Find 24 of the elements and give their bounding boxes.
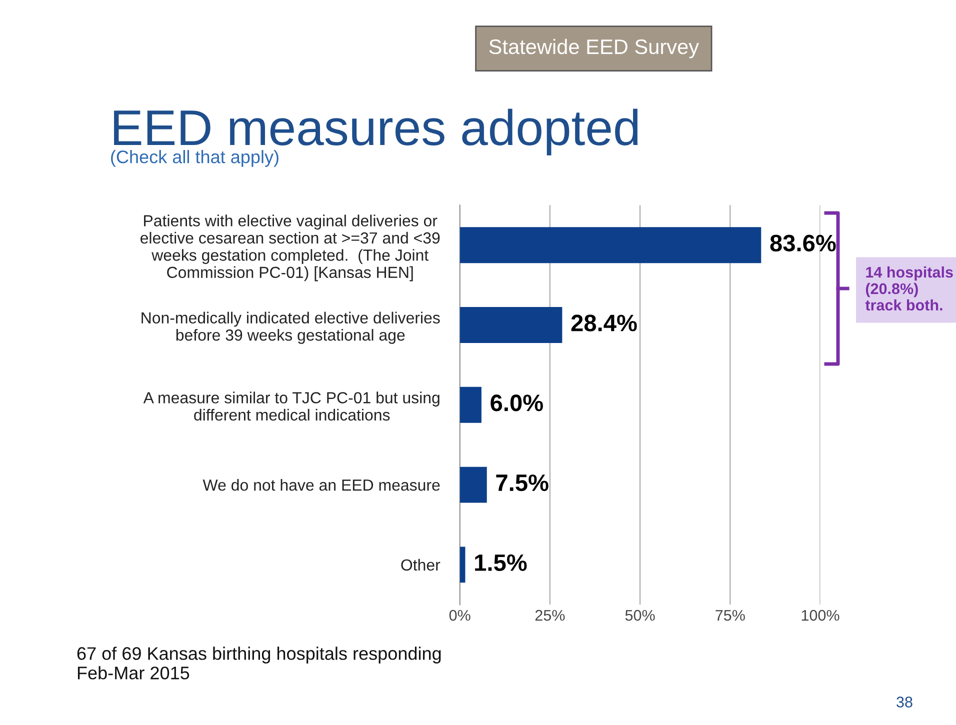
y-tick-label: A measure similar to TJC PC-01 but using different medical indications xyxy=(143,392,440,421)
bar xyxy=(460,386,482,423)
y-tick-label: Other xyxy=(401,558,440,571)
data-label: 28.4% xyxy=(571,314,637,332)
data-label: 6.0% xyxy=(490,394,543,412)
data-label: 1.5% xyxy=(475,554,527,572)
x-tick-label: 75% xyxy=(716,610,745,621)
text: 14 hospitals (20.8%) track both. xyxy=(865,266,953,311)
x-tick-label: 100% xyxy=(802,610,840,621)
y-tick-label: We do not have an EED measure xyxy=(202,479,440,491)
data-label: 7.5% xyxy=(496,474,548,492)
x-tick-label: 50% xyxy=(625,610,655,621)
y-tick-label: Patients with elective vaginal deliveries or elective cesarean section at >=37 and <39 weeks gestation completed. (The Joint Commission PC-01) [Kansas HEN] xyxy=(140,214,440,282)
text: 38 xyxy=(896,696,912,708)
text: 67 of 69 Kansas birthing hospitals responding Feb-Mar 2015 xyxy=(77,646,441,680)
text: Statewide EED Survey xyxy=(489,38,700,58)
x-tick-label: 0% xyxy=(449,610,470,621)
y-tick-label: Non-medically indicated elective deliveries before 39 weeks gestational age xyxy=(142,312,440,344)
bar xyxy=(460,546,466,583)
bar xyxy=(460,227,762,264)
data-label: 83.6% xyxy=(770,234,836,252)
bar xyxy=(460,466,487,503)
bar xyxy=(460,307,562,343)
x-tick-label: 25% xyxy=(535,610,565,621)
